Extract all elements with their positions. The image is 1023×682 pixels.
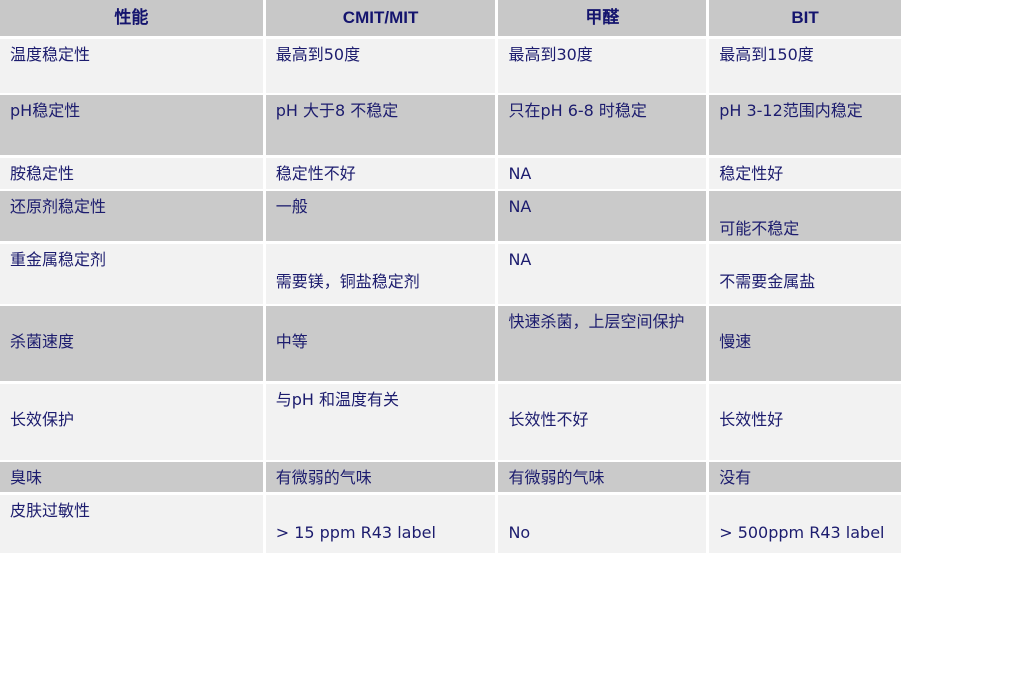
table-cell: 与pH 和温度有关 — [265, 383, 496, 460]
table-cell: 没有 — [709, 462, 901, 492]
table-cell: NA — [498, 191, 707, 241]
header-cell: 甲醛 — [498, 0, 707, 36]
table-cell: 只在pH 6-8 时稳定 — [498, 95, 707, 155]
table-row: 长效保护 与pH 和温度有关 长效性不好 长效性好 — [0, 383, 901, 460]
table-row: 还原剂稳定性 一般 NA 可能不稳定 — [0, 191, 901, 241]
table-cell: 皮肤过敏性 — [0, 494, 263, 553]
table-cell: No — [498, 494, 707, 553]
table-cell: 需要镁，铜盐稳定剂 — [265, 243, 496, 304]
table-cell: 还原剂稳定性 — [0, 191, 263, 241]
table-cell: 长效保护 — [0, 383, 263, 460]
table-row: 皮肤过敏性 > 15 ppm R43 label No > 500ppm R43 la… — [0, 494, 901, 553]
table-header: 性能 CMIT/MIT 甲醛 BIT — [0, 0, 901, 36]
table-cell: NA — [498, 243, 707, 304]
table-row: 温度稳定性 最高到50度 最高到30度 最高到150度 — [0, 38, 901, 93]
table-cell: 最高到50度 — [265, 38, 496, 93]
table-cell: 最高到30度 — [498, 38, 707, 93]
table-cell: 重金属稳定剂 — [0, 243, 263, 304]
table-cell: 快速杀菌，上层空间保护 — [498, 306, 707, 381]
table-cell: 长效性不好 — [498, 383, 707, 460]
header-cell: BIT — [709, 0, 901, 36]
table-cell: pH 大于8 不稳定 — [265, 95, 496, 155]
table-cell: NA — [498, 157, 707, 189]
table-row: 臭味 有微弱的气味 有微弱的气味 没有 — [0, 462, 901, 492]
table-row: 胺稳定性 稳定性不好 NA 稳定性好 — [0, 157, 901, 189]
table-cell: > 500ppm R43 label — [709, 494, 901, 553]
table-cell: > 15 ppm R43 label — [265, 494, 496, 553]
table-cell: 稳定性好 — [709, 157, 901, 189]
table-cell: 可能不稳定 — [709, 191, 901, 241]
table-cell: 臭味 — [0, 462, 263, 492]
header-cell: 性能 — [0, 0, 263, 36]
table-cell: 不需要金属盐 — [709, 243, 901, 304]
table-row: 杀菌速度 中等 快速杀菌，上层空间保护 慢速 — [0, 306, 901, 381]
table-cell: pH稳定性 — [0, 95, 263, 155]
table-cell: 慢速 — [709, 306, 901, 381]
table-cell: 一般 — [265, 191, 496, 241]
table-cell: 胺稳定性 — [0, 157, 263, 189]
table-cell: 最高到150度 — [709, 38, 901, 93]
table-cell: 长效性好 — [709, 383, 901, 460]
table-row: 重金属稳定剂 需要镁，铜盐稳定剂 NA 不需要金属盐 — [0, 243, 901, 304]
table-cell: 中等 — [265, 306, 496, 381]
table-cell: 温度稳定性 — [0, 38, 263, 93]
comparison-table: 性能 CMIT/MIT 甲醛 BIT 温度稳定性 最高到50度 最高到30度 最高到1… — [0, 0, 901, 553]
table-cell: 有微弱的气味 — [265, 462, 496, 492]
table-cell: 稳定性不好 — [265, 157, 496, 189]
header-cell: CMIT/MIT — [265, 0, 496, 36]
table-cell: 杀菌速度 — [0, 306, 263, 381]
table-row: pH稳定性 pH 大于8 不稳定 只在pH 6-8 时稳定 pH 3-12范围内稳定 — [0, 95, 901, 155]
table-cell: pH 3-12范围内稳定 — [709, 95, 901, 155]
table-cell: 有微弱的气味 — [498, 462, 707, 492]
